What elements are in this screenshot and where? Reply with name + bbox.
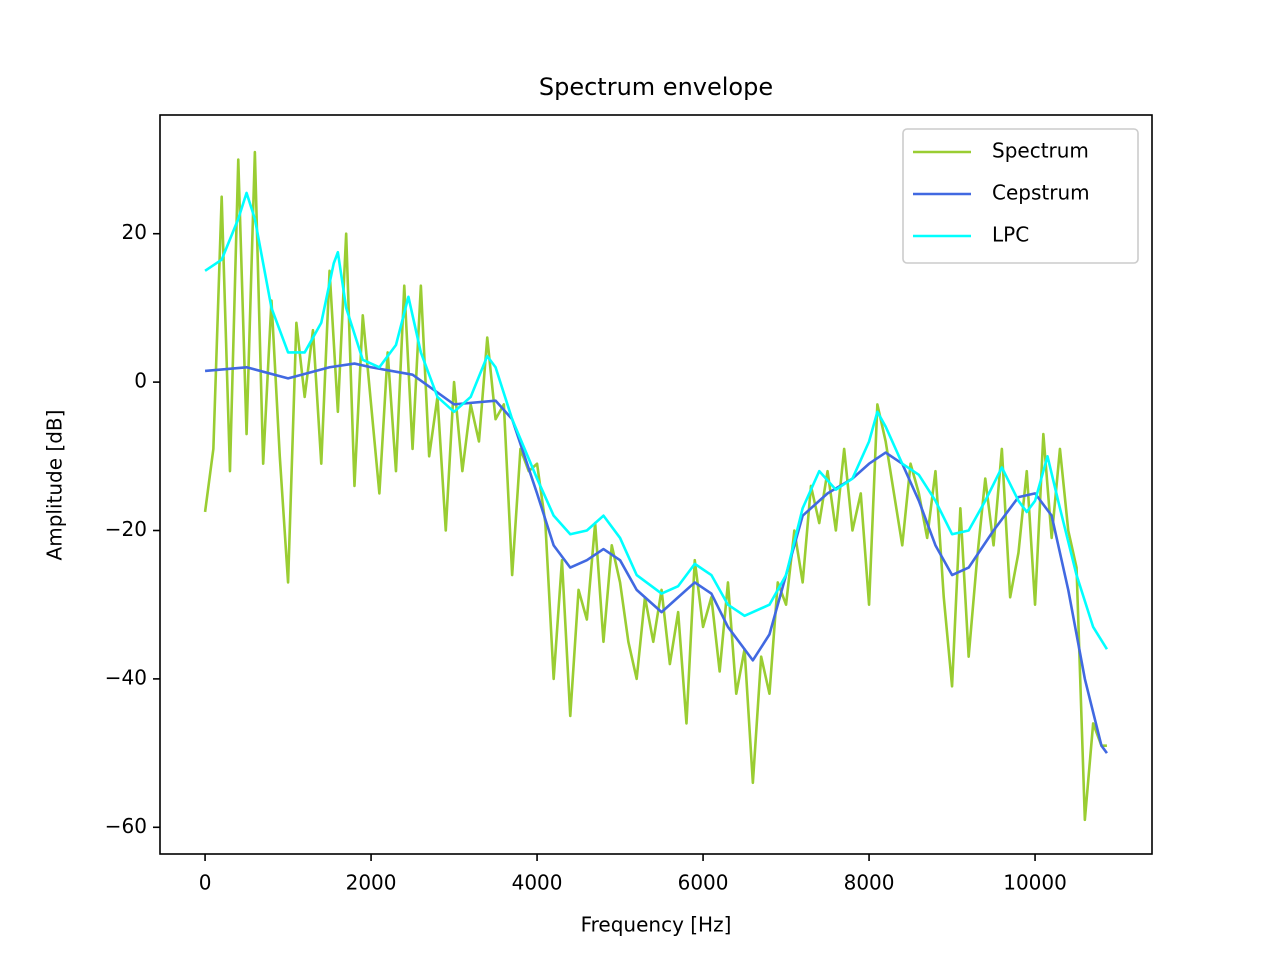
series-line xyxy=(203,150,1107,822)
x-tick-label: 10000 xyxy=(1003,871,1067,895)
x-tick-label: 0 xyxy=(199,871,212,895)
chart-title: Spectrum envelope xyxy=(539,73,773,101)
y-axis-label: Amplitude [dB] xyxy=(43,410,67,561)
legend-label: Spectrum xyxy=(992,139,1089,163)
y-tick-label: −40 xyxy=(105,665,147,689)
x-tick-label: 8000 xyxy=(844,871,895,895)
y-tick-label: −20 xyxy=(105,517,147,541)
series-line xyxy=(204,191,1109,650)
y-tick-label: −60 xyxy=(105,814,147,838)
x-tick-label: 4000 xyxy=(512,871,563,895)
y-tick-label: 20 xyxy=(122,220,147,244)
x-tick-label: 2000 xyxy=(346,871,397,895)
y-tick-label: 0 xyxy=(134,369,147,393)
legend-box xyxy=(902,128,1139,264)
x-tick-label: 6000 xyxy=(678,871,729,895)
x-axis-label: Frequency [Hz] xyxy=(581,913,732,937)
series-line xyxy=(204,362,1108,754)
plot-frame xyxy=(159,114,1153,855)
legend-label: Cepstrum xyxy=(992,181,1090,205)
legend-label: LPC xyxy=(992,223,1029,247)
